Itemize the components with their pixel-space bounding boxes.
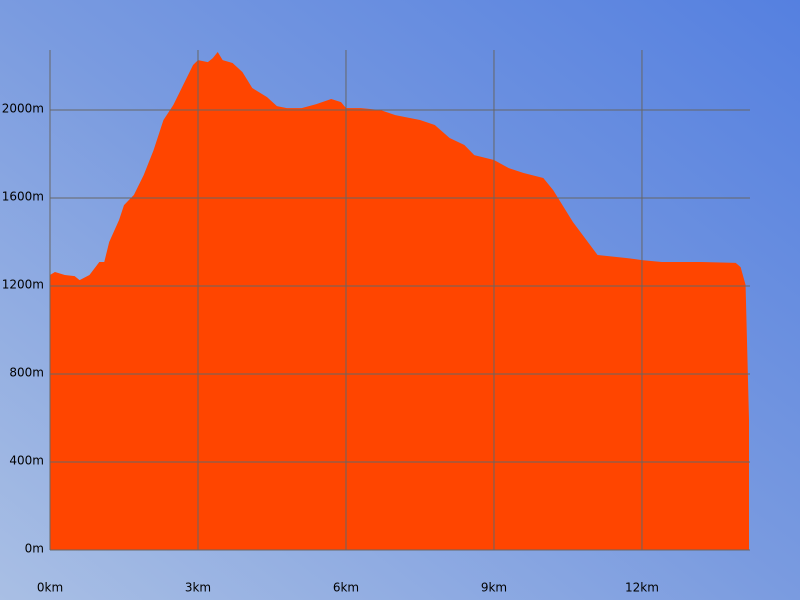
- elevation-area: [50, 51, 750, 550]
- x-tick-label: 0km: [37, 581, 63, 595]
- y-tick-label: 1600m: [2, 190, 44, 204]
- y-tick-label: 1200m: [2, 278, 44, 292]
- x-tick-label: 9km: [481, 581, 507, 595]
- x-tick-label: 6km: [333, 581, 359, 595]
- x-tick-label: 12km: [625, 581, 659, 595]
- y-tick-label: 400m: [9, 454, 44, 468]
- y-tick-label: 800m: [9, 366, 44, 380]
- y-tick-label: 2000m: [2, 102, 44, 116]
- x-tick-label: 3km: [185, 581, 211, 595]
- y-tick-label: 0m: [25, 542, 44, 556]
